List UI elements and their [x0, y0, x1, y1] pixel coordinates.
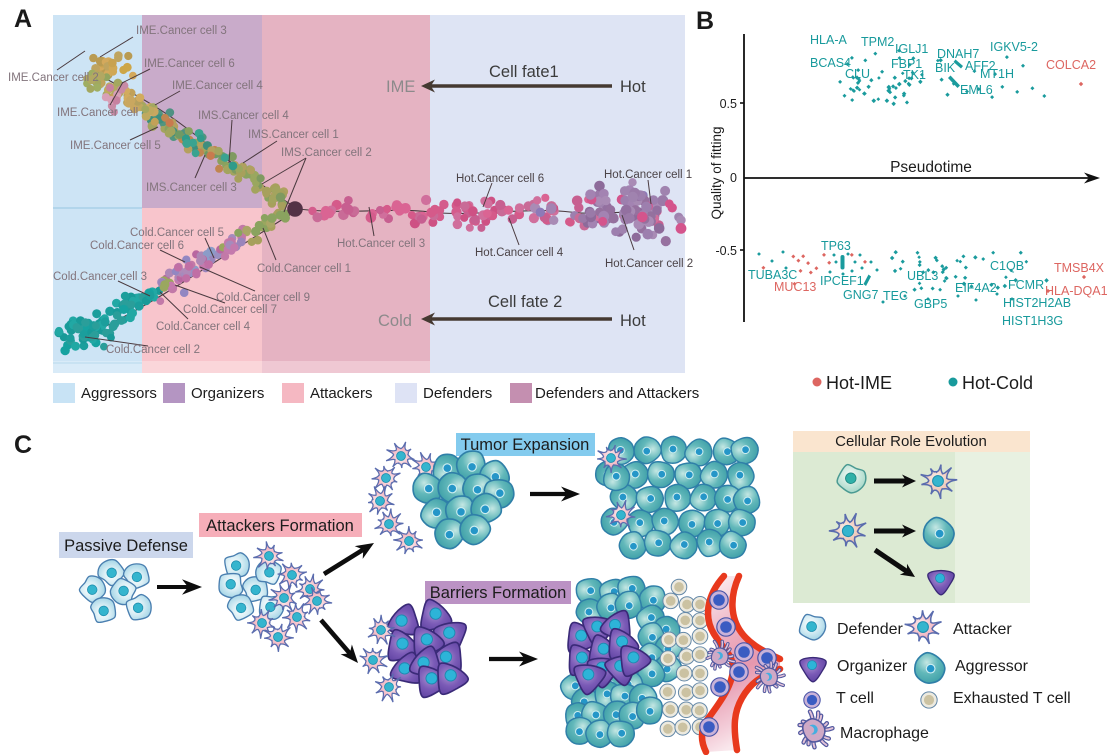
svg-text:Defenders and Attackers: Defenders and Attackers	[535, 385, 699, 402]
svg-text:IME.Cancer cell 6: IME.Cancer cell 6	[144, 58, 235, 70]
svg-text:HLA-DQA1: HLA-DQA1	[1045, 284, 1108, 298]
svg-text:Barriers Formation: Barriers Formation	[430, 584, 567, 602]
svg-text:Hot-Cold: Hot-Cold	[962, 373, 1033, 393]
svg-text:IME: IME	[386, 78, 415, 96]
svg-text:EIF4A2: EIF4A2	[955, 281, 997, 295]
svg-text:IME.Cancer cell 5: IME.Cancer cell 5	[70, 140, 161, 152]
svg-text:MT1H: MT1H	[980, 67, 1014, 81]
svg-text:Cellular Role Evolution: Cellular Role Evolution	[835, 433, 987, 450]
svg-text:Defender: Defender	[837, 621, 903, 638]
svg-text:IGLJ1: IGLJ1	[895, 42, 928, 56]
svg-text:Cell fate1: Cell fate1	[489, 63, 559, 81]
svg-text:Tumor Expansion: Tumor Expansion	[461, 436, 590, 454]
svg-text:-0.5: -0.5	[715, 244, 737, 258]
svg-text:Cold.Cancer cell 7: Cold.Cancer cell 7	[183, 304, 277, 316]
svg-text:IMS.Cancer cell 3: IMS.Cancer cell 3	[146, 182, 237, 194]
svg-text:Pseudotime: Pseudotime	[890, 159, 972, 176]
svg-text:Hot.Cancer cell 3: Hot.Cancer cell 3	[337, 238, 425, 250]
svg-text:B: B	[696, 7, 714, 35]
svg-text:DNAH7: DNAH7	[937, 47, 979, 61]
svg-text:IME.Cancer cell: IME.Cancer cell	[57, 107, 138, 119]
svg-text:TK1: TK1	[903, 68, 926, 82]
svg-text:FBP1: FBP1	[891, 57, 922, 71]
svg-text:Cell fate 2: Cell fate 2	[488, 293, 562, 311]
svg-text:Cold.Cancer cell 1: Cold.Cancer cell 1	[257, 263, 351, 275]
svg-text:Attackers: Attackers	[310, 385, 373, 402]
svg-text:TPM2: TPM2	[861, 35, 894, 49]
svg-text:Cold.Cancer cell 3: Cold.Cancer cell 3	[53, 271, 147, 283]
svg-text:Aggressors: Aggressors	[81, 385, 157, 402]
svg-text:BIK: BIK	[935, 61, 956, 75]
svg-text:IMS.Cancer cell 4: IMS.Cancer cell 4	[198, 110, 289, 122]
svg-text:Hot.Cancer cell 6: Hot.Cancer cell 6	[456, 173, 544, 185]
svg-text:HIST2H2AB: HIST2H2AB	[1003, 296, 1071, 310]
svg-text:Cold.Cancer cell 2: Cold.Cancer cell 2	[106, 344, 200, 356]
svg-text:Cold.Cancer cell 6: Cold.Cancer cell 6	[90, 240, 184, 252]
svg-text:IMS.Cancer cell 2: IMS.Cancer cell 2	[281, 147, 372, 159]
svg-text:Hot: Hot	[620, 312, 646, 330]
svg-text:Attacker: Attacker	[953, 621, 1012, 638]
svg-text:Defenders: Defenders	[423, 385, 492, 402]
svg-text:Hot.Cancer cell 2: Hot.Cancer cell 2	[605, 258, 693, 270]
svg-text:GNG7: GNG7	[843, 288, 878, 302]
svg-text:AFF2: AFF2	[965, 59, 996, 73]
svg-text:C1QB: C1QB	[990, 259, 1024, 273]
svg-text:Attackers Formation: Attackers Formation	[206, 517, 354, 535]
svg-text:TP63: TP63	[821, 239, 851, 253]
svg-text:Hot.Cancer cell 1: Hot.Cancer cell 1	[604, 169, 692, 181]
svg-text:Exhausted T cell: Exhausted T cell	[953, 690, 1071, 707]
svg-text:Hot-IME: Hot-IME	[826, 373, 892, 393]
svg-text:C: C	[14, 431, 32, 459]
svg-text:TMSB4X: TMSB4X	[1054, 261, 1105, 275]
svg-text:Organizers: Organizers	[191, 385, 264, 402]
svg-text:IPCEF1: IPCEF1	[820, 274, 864, 288]
svg-text:Macrophage: Macrophage	[840, 725, 929, 742]
svg-text:0: 0	[730, 171, 737, 185]
svg-text:COLCA2: COLCA2	[1046, 58, 1096, 72]
svg-text:Quality of fitting: Quality of fitting	[709, 126, 724, 219]
svg-text:GBP5: GBP5	[914, 297, 947, 311]
svg-text:IMS.Cancer cell 1: IMS.Cancer cell 1	[248, 129, 339, 141]
svg-text:IME.Cancer cell 3: IME.Cancer cell 3	[136, 25, 227, 37]
svg-text:Aggressor: Aggressor	[955, 658, 1029, 675]
svg-text:Cold.Cancer cell 9: Cold.Cancer cell 9	[216, 292, 310, 304]
svg-text:TUBA3C: TUBA3C	[748, 268, 797, 282]
svg-text:HIST1H3G: HIST1H3G	[1002, 314, 1063, 328]
svg-text:IME.Cancer cell 2: IME.Cancer cell 2	[8, 72, 99, 84]
svg-text:TEC: TEC	[883, 289, 908, 303]
svg-text:Hot.Cancer cell 4: Hot.Cancer cell 4	[475, 247, 564, 259]
svg-text:Cold.Cancer cell 5: Cold.Cancer cell 5	[130, 227, 224, 239]
svg-text:IME.Cancer cell 4: IME.Cancer cell 4	[172, 80, 263, 92]
svg-text:0.5: 0.5	[720, 97, 737, 111]
svg-text:Cold.Cancer cell 4: Cold.Cancer cell 4	[156, 321, 251, 333]
svg-text:UBL3: UBL3	[907, 269, 938, 283]
svg-text:FCMR: FCMR	[1008, 278, 1044, 292]
svg-text:MUC13: MUC13	[774, 280, 816, 294]
svg-text:A: A	[14, 5, 32, 33]
svg-text:Organizer: Organizer	[837, 658, 908, 675]
svg-text:CLU: CLU	[845, 67, 870, 81]
svg-text:IGKV5-2: IGKV5-2	[990, 40, 1038, 54]
svg-text:Cold: Cold	[378, 312, 412, 330]
svg-text:T cell: T cell	[836, 690, 874, 707]
svg-text:EML6: EML6	[960, 83, 993, 97]
svg-text:Passive Defense: Passive Defense	[64, 537, 188, 555]
svg-text:BCAS4: BCAS4	[810, 56, 851, 70]
svg-text:HLA-A: HLA-A	[810, 33, 847, 47]
svg-text:Hot: Hot	[620, 78, 646, 96]
